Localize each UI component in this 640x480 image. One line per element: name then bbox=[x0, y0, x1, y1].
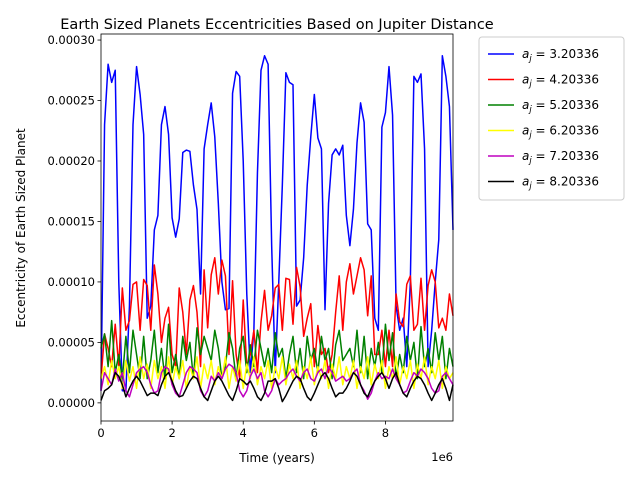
y-tick-label: 0.00015 bbox=[47, 214, 95, 228]
y-axis-ticks: 0.00000 0.00005 0.00010 0.00015 0.00020 0.000… bbox=[47, 33, 101, 410]
plot-area: 0 2 4 6 8 0.00000 0.00005 0.00010 0.00015 0.0002… bbox=[47, 33, 454, 440]
legend-label-3: aj = 5.20336 bbox=[522, 98, 599, 115]
x-axis-label: Time (years) bbox=[238, 451, 315, 465]
series-line-1 bbox=[100, 55, 454, 392]
x-tick-label: 0 bbox=[97, 426, 104, 440]
chart-title: Earth Sized Planets Eccentricities Based… bbox=[60, 17, 494, 33]
x-axis-offset-label: 1e6 bbox=[431, 450, 453, 464]
plot-frame bbox=[100, 33, 454, 422]
legend-label-6: aj = 8.20336 bbox=[522, 175, 599, 192]
y-tick-label: 0.00000 bbox=[47, 396, 95, 410]
legend-box bbox=[478, 36, 625, 201]
y-tick-label: 0.00030 bbox=[47, 33, 95, 47]
legend-label-5: aj = 7.20336 bbox=[522, 149, 599, 166]
x-tick-label: 2 bbox=[168, 426, 175, 440]
series-line-3 bbox=[100, 319, 454, 380]
x-tick-label: 8 bbox=[382, 426, 389, 440]
y-axis-label: Eccentricity of Earth Sized Planet bbox=[14, 128, 28, 328]
series-line-6 bbox=[100, 371, 454, 403]
y-tick-label: 0.00010 bbox=[47, 275, 95, 289]
x-axis-ticks: 0 2 4 6 8 bbox=[97, 421, 389, 440]
legend-label-2: aj = 4.20336 bbox=[522, 73, 599, 90]
x-tick-label: 4 bbox=[240, 426, 247, 440]
x-tick-label: 6 bbox=[311, 426, 318, 440]
y-tick-label: 0.00005 bbox=[47, 335, 95, 349]
legend-label-4: aj = 6.20336 bbox=[522, 124, 599, 141]
legend: aj = 3.20336 aj = 4.20336 aj = 5.20336 aj =… bbox=[478, 36, 625, 201]
series-layer bbox=[100, 55, 454, 403]
series-line-4 bbox=[100, 356, 454, 390]
legend-label-1: aj = 3.20336 bbox=[522, 47, 599, 64]
y-tick-label: 0.00025 bbox=[47, 94, 95, 108]
legend-entries: aj = 3.20336 aj = 4.20336 aj = 5.20336 aj =… bbox=[488, 47, 599, 192]
y-tick-label: 0.00020 bbox=[47, 154, 95, 168]
series-line-2 bbox=[100, 256, 454, 380]
